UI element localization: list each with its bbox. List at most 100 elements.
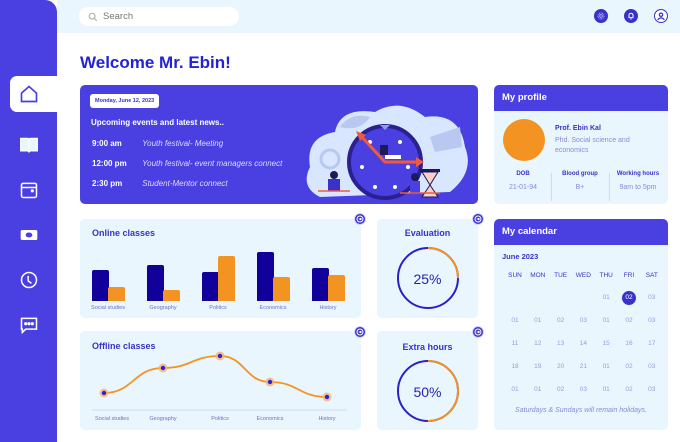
calendar-day[interactable]: 02 (556, 317, 565, 324)
event-item[interactable]: 2:30 pm Student-Mentor connect (92, 179, 228, 188)
calendar-day[interactable]: 03 (648, 294, 656, 301)
bar (273, 277, 290, 301)
x-axis-label: Geography (149, 416, 177, 422)
calendar-day[interactable]: 03 (648, 317, 656, 324)
calendar-day[interactable]: 17 (648, 340, 656, 347)
profile-button[interactable] (654, 9, 668, 23)
card-title: Extra hours (402, 342, 453, 352)
x-axis-label: Politics (211, 416, 229, 422)
calendar-day[interactable]: 02 (625, 386, 633, 393)
line-chart (92, 351, 347, 411)
weekday-label: SUN (508, 272, 522, 279)
offline-classes-open-button[interactable] (354, 326, 366, 338)
profile-card: My profile Prof. Ebin Kal Phd. Social sc… (494, 85, 668, 204)
calendar-day[interactable]: 01 (602, 363, 610, 370)
evaluation-value: 25% (413, 271, 442, 287)
x-axis-label: Geography (149, 305, 177, 311)
calendar-day[interactable]: 13 (556, 340, 565, 347)
calendar-day[interactable]: 01 (511, 386, 519, 393)
stat-label: Blood group (562, 171, 598, 177)
user-icon (657, 12, 665, 21)
event-item[interactable]: 9:00 am Youth festival- Meeting (92, 139, 223, 148)
sidebar-item-messages[interactable] (10, 307, 57, 343)
profile-name: Prof. Ebin Kal (555, 125, 601, 132)
evaluation-open-button[interactable] (472, 213, 484, 225)
event-time: 9:00 am (92, 139, 122, 148)
calendar-day[interactable]: 02 (556, 386, 565, 393)
calendar-day[interactable]: 03 (579, 317, 587, 324)
clock-illustration (306, 105, 468, 200)
calendar-day[interactable]: 21 (579, 363, 587, 370)
calendar-day[interactable]: 18 (511, 363, 519, 370)
sidebar-item-courses[interactable] (10, 127, 57, 163)
calendar-note: Saturdays & Sundays will remain holidays… (515, 407, 647, 414)
event-item[interactable]: 12:00 pm Youth festival- event managers … (92, 159, 282, 168)
stat-label: Working hours (616, 171, 660, 177)
bar-chart (92, 249, 352, 301)
divider (609, 173, 610, 201)
profile-stat-dob: DOB 21-01-94 (494, 171, 552, 191)
calendar-day[interactable]: 12 (534, 340, 542, 347)
bar (147, 265, 164, 301)
calendar-day[interactable]: 01 (602, 317, 610, 324)
sidebar-item-history[interactable] (10, 262, 57, 298)
calendar-day[interactable]: 01 (602, 386, 610, 393)
profile-stat-blood: Blood group B+ (551, 171, 609, 191)
weekday-label: FRI (623, 272, 635, 279)
bell-icon (628, 12, 634, 20)
evaluation-card: Evaluation 25% (377, 219, 478, 318)
calendar-day[interactable]: 15 (602, 340, 610, 347)
calendar-day[interactable]: 03 (579, 386, 587, 393)
calendar-day[interactable]: 01 (511, 317, 519, 324)
calendar-day[interactable]: 03 (648, 386, 656, 393)
search-icon (88, 12, 98, 21)
calendar-card: My calendar June 2023 SUN MON TUE WED THU FRI… (494, 219, 668, 430)
card-title: Offline classes (92, 341, 156, 351)
calendar-day[interactable]: 02 (618, 291, 640, 305)
clock-icon (20, 271, 37, 289)
event-time: 2:30 pm (92, 179, 123, 188)
calendar-day[interactable]: 01 (534, 386, 542, 393)
profile-header: My profile (494, 85, 668, 111)
sidebar (0, 0, 57, 442)
avatar (503, 119, 545, 161)
extra-hours-open-button[interactable] (472, 326, 484, 338)
data-point (101, 390, 107, 396)
calendar-day[interactable]: 16 (625, 340, 633, 347)
topbar (57, 0, 680, 33)
calendar-day[interactable]: 19 (534, 363, 542, 370)
online-classes-open-button[interactable] (354, 213, 366, 225)
sidebar-item-payments[interactable] (10, 217, 57, 253)
card-title: Evaluation (404, 228, 451, 238)
bar (328, 274, 345, 301)
calendar-day[interactable]: 14 (579, 340, 587, 347)
home-icon (20, 85, 37, 103)
notifications-button[interactable] (624, 9, 638, 23)
settings-icon (597, 12, 605, 20)
event-title: Youth festival- event managers connect (142, 159, 283, 168)
calendar-day[interactable]: 02 (625, 317, 633, 324)
arrow-right-icon (356, 215, 364, 223)
extra-hours-ring (397, 360, 459, 422)
settings-button[interactable] (594, 9, 608, 23)
x-axis-label: History (318, 416, 336, 422)
weekday-label: MON (530, 272, 546, 279)
calendar-day[interactable]: 20 (556, 363, 565, 370)
calendar-day[interactable]: 02 (625, 363, 633, 370)
card-title: Online classes (92, 228, 156, 238)
events-banner: Monday, June 12, 2023 Upcoming events an… (80, 85, 478, 204)
sidebar-item-home[interactable] (10, 76, 57, 112)
calendar-day[interactable]: 03 (648, 363, 656, 370)
bar (108, 286, 125, 301)
money-icon (20, 230, 37, 240)
search-box[interactable] (79, 7, 239, 26)
stat-value: 9am to 5pm (619, 184, 657, 191)
calendar-day[interactable]: 01 (534, 317, 542, 324)
events-heading: Upcoming events and latest news.. (91, 118, 224, 127)
search-input[interactable] (103, 11, 223, 22)
x-axis-label: Social studies (95, 416, 129, 422)
sidebar-item-calendar[interactable] (10, 172, 57, 208)
calendar-day[interactable]: 01 (602, 294, 610, 301)
bar (92, 269, 109, 301)
calendar-day[interactable]: 11 (511, 340, 519, 347)
